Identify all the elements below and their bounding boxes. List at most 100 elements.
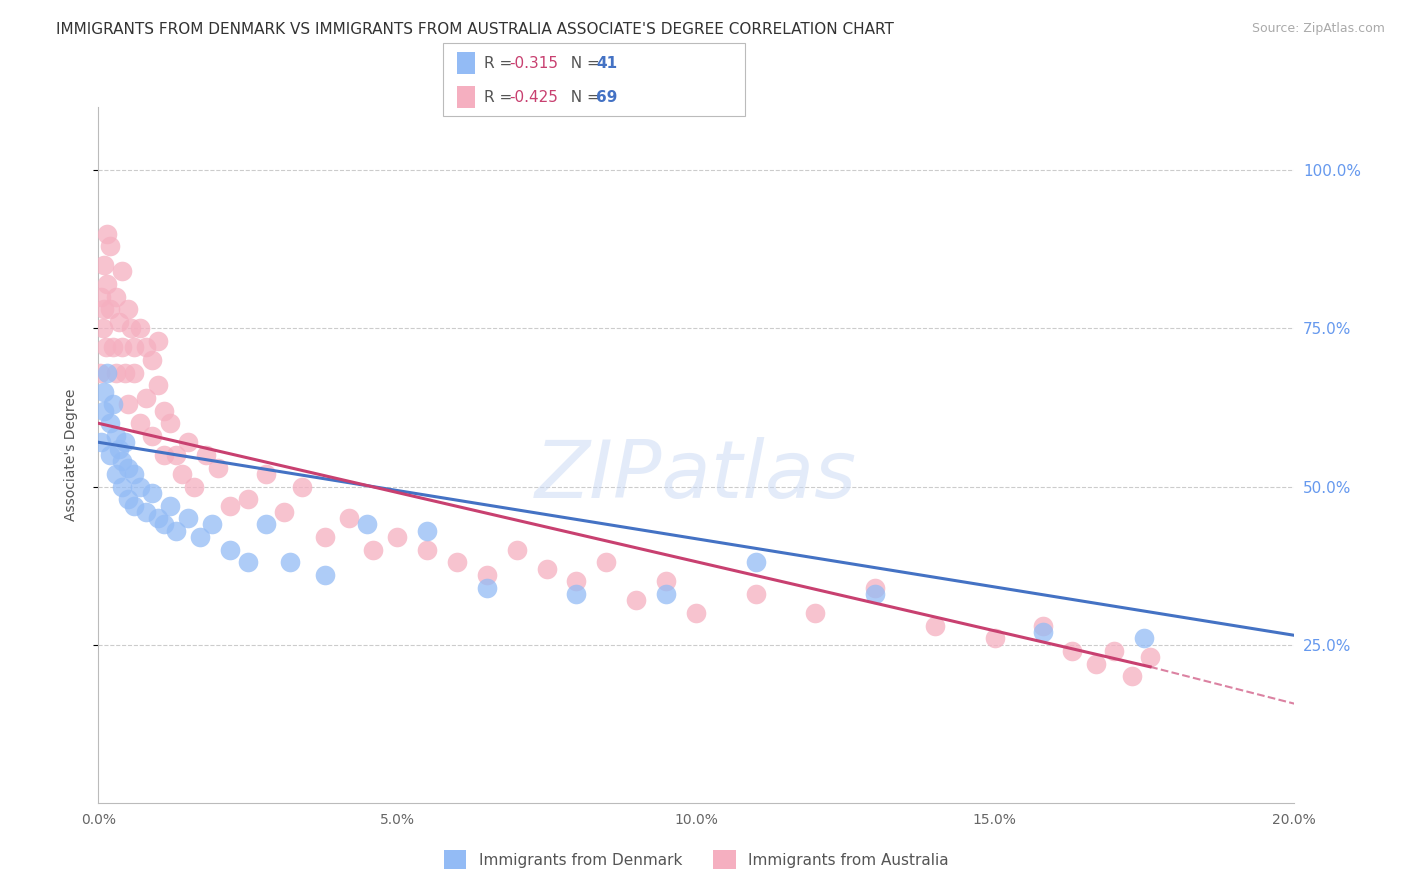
Point [148, 334, 170, 348]
Point [108, 315, 131, 329]
Point [924, 618, 946, 632]
Point [135, 340, 157, 354]
Point [475, 581, 498, 595]
Point [506, 542, 529, 557]
Point [1104, 644, 1126, 658]
Point [1121, 669, 1143, 683]
Point [1085, 657, 1108, 671]
Point [595, 556, 617, 570]
Text: ZIPatlas: ZIPatlas [534, 437, 858, 515]
Point [172, 467, 194, 481]
Point [207, 460, 229, 475]
Y-axis label: Associate's Degree: Associate's Degree [63, 389, 77, 521]
Point [219, 499, 242, 513]
Point [159, 417, 181, 431]
Point [165, 448, 187, 462]
Point [565, 574, 588, 589]
Text: -0.315: -0.315 [509, 56, 558, 70]
Text: N =: N = [561, 56, 605, 70]
Text: 69: 69 [596, 90, 617, 105]
Point [984, 632, 1007, 646]
Point [655, 587, 678, 601]
Point [254, 467, 277, 481]
Text: IMMIGRANTS FROM DENMARK VS IMMIGRANTS FROM AUSTRALIA ASSOCIATE'S DEGREE CORRELAT: IMMIGRANTS FROM DENMARK VS IMMIGRANTS FR… [56, 22, 894, 37]
Point [195, 448, 218, 462]
Point [804, 606, 827, 620]
Point [93, 258, 115, 272]
Point [159, 499, 181, 513]
Point [626, 593, 648, 607]
Point [129, 417, 152, 431]
Point [177, 435, 200, 450]
Point [356, 517, 378, 532]
Point [103, 340, 125, 354]
Point [536, 562, 558, 576]
Point [165, 524, 187, 538]
Point [141, 353, 163, 368]
Point [655, 574, 678, 589]
Point [745, 556, 768, 570]
Point [141, 429, 163, 443]
Point [91, 321, 114, 335]
Point [1032, 618, 1054, 632]
Point [188, 530, 211, 544]
Point [177, 511, 200, 525]
Point [565, 587, 588, 601]
Point [105, 366, 128, 380]
Point [1062, 644, 1084, 658]
Point [124, 340, 146, 354]
Point [254, 517, 277, 532]
Point [117, 302, 139, 317]
Point [100, 417, 122, 431]
Point [111, 340, 134, 354]
Point [111, 264, 134, 278]
Point [105, 467, 128, 481]
Point [865, 581, 887, 595]
Point [201, 517, 224, 532]
Point [129, 479, 152, 493]
Point [1032, 625, 1054, 640]
Point [105, 290, 128, 304]
Point [278, 556, 301, 570]
Point [117, 397, 139, 411]
Point [96, 366, 118, 380]
Point [100, 239, 122, 253]
Point [385, 530, 409, 544]
Point [153, 448, 176, 462]
Point [89, 366, 111, 380]
Point [446, 556, 468, 570]
Point [100, 448, 122, 462]
Text: R =: R = [484, 56, 517, 70]
Point [148, 378, 170, 392]
Legend: Immigrants from Denmark, Immigrants from Australia: Immigrants from Denmark, Immigrants from… [437, 845, 955, 875]
Point [129, 321, 152, 335]
Point [90, 435, 112, 450]
Point [96, 277, 118, 292]
Point [153, 517, 176, 532]
Point [273, 505, 295, 519]
Point [685, 606, 707, 620]
Point [135, 505, 157, 519]
Point [93, 384, 115, 399]
Point [236, 492, 259, 507]
Point [339, 511, 360, 525]
Text: 41: 41 [596, 56, 617, 70]
Point [108, 442, 131, 456]
Point [141, 486, 163, 500]
Point [416, 524, 439, 538]
Point [416, 542, 439, 557]
Point [1139, 650, 1161, 665]
Point [105, 429, 128, 443]
Point [315, 530, 337, 544]
Point [111, 479, 134, 493]
Point [90, 290, 112, 304]
Text: Source: ZipAtlas.com: Source: ZipAtlas.com [1251, 22, 1385, 36]
Point [315, 568, 337, 582]
Point [475, 568, 498, 582]
Point [236, 556, 259, 570]
Point [114, 366, 136, 380]
Point [94, 340, 117, 354]
Text: N =: N = [561, 90, 605, 105]
Point [114, 435, 136, 450]
Text: -0.425: -0.425 [509, 90, 558, 105]
